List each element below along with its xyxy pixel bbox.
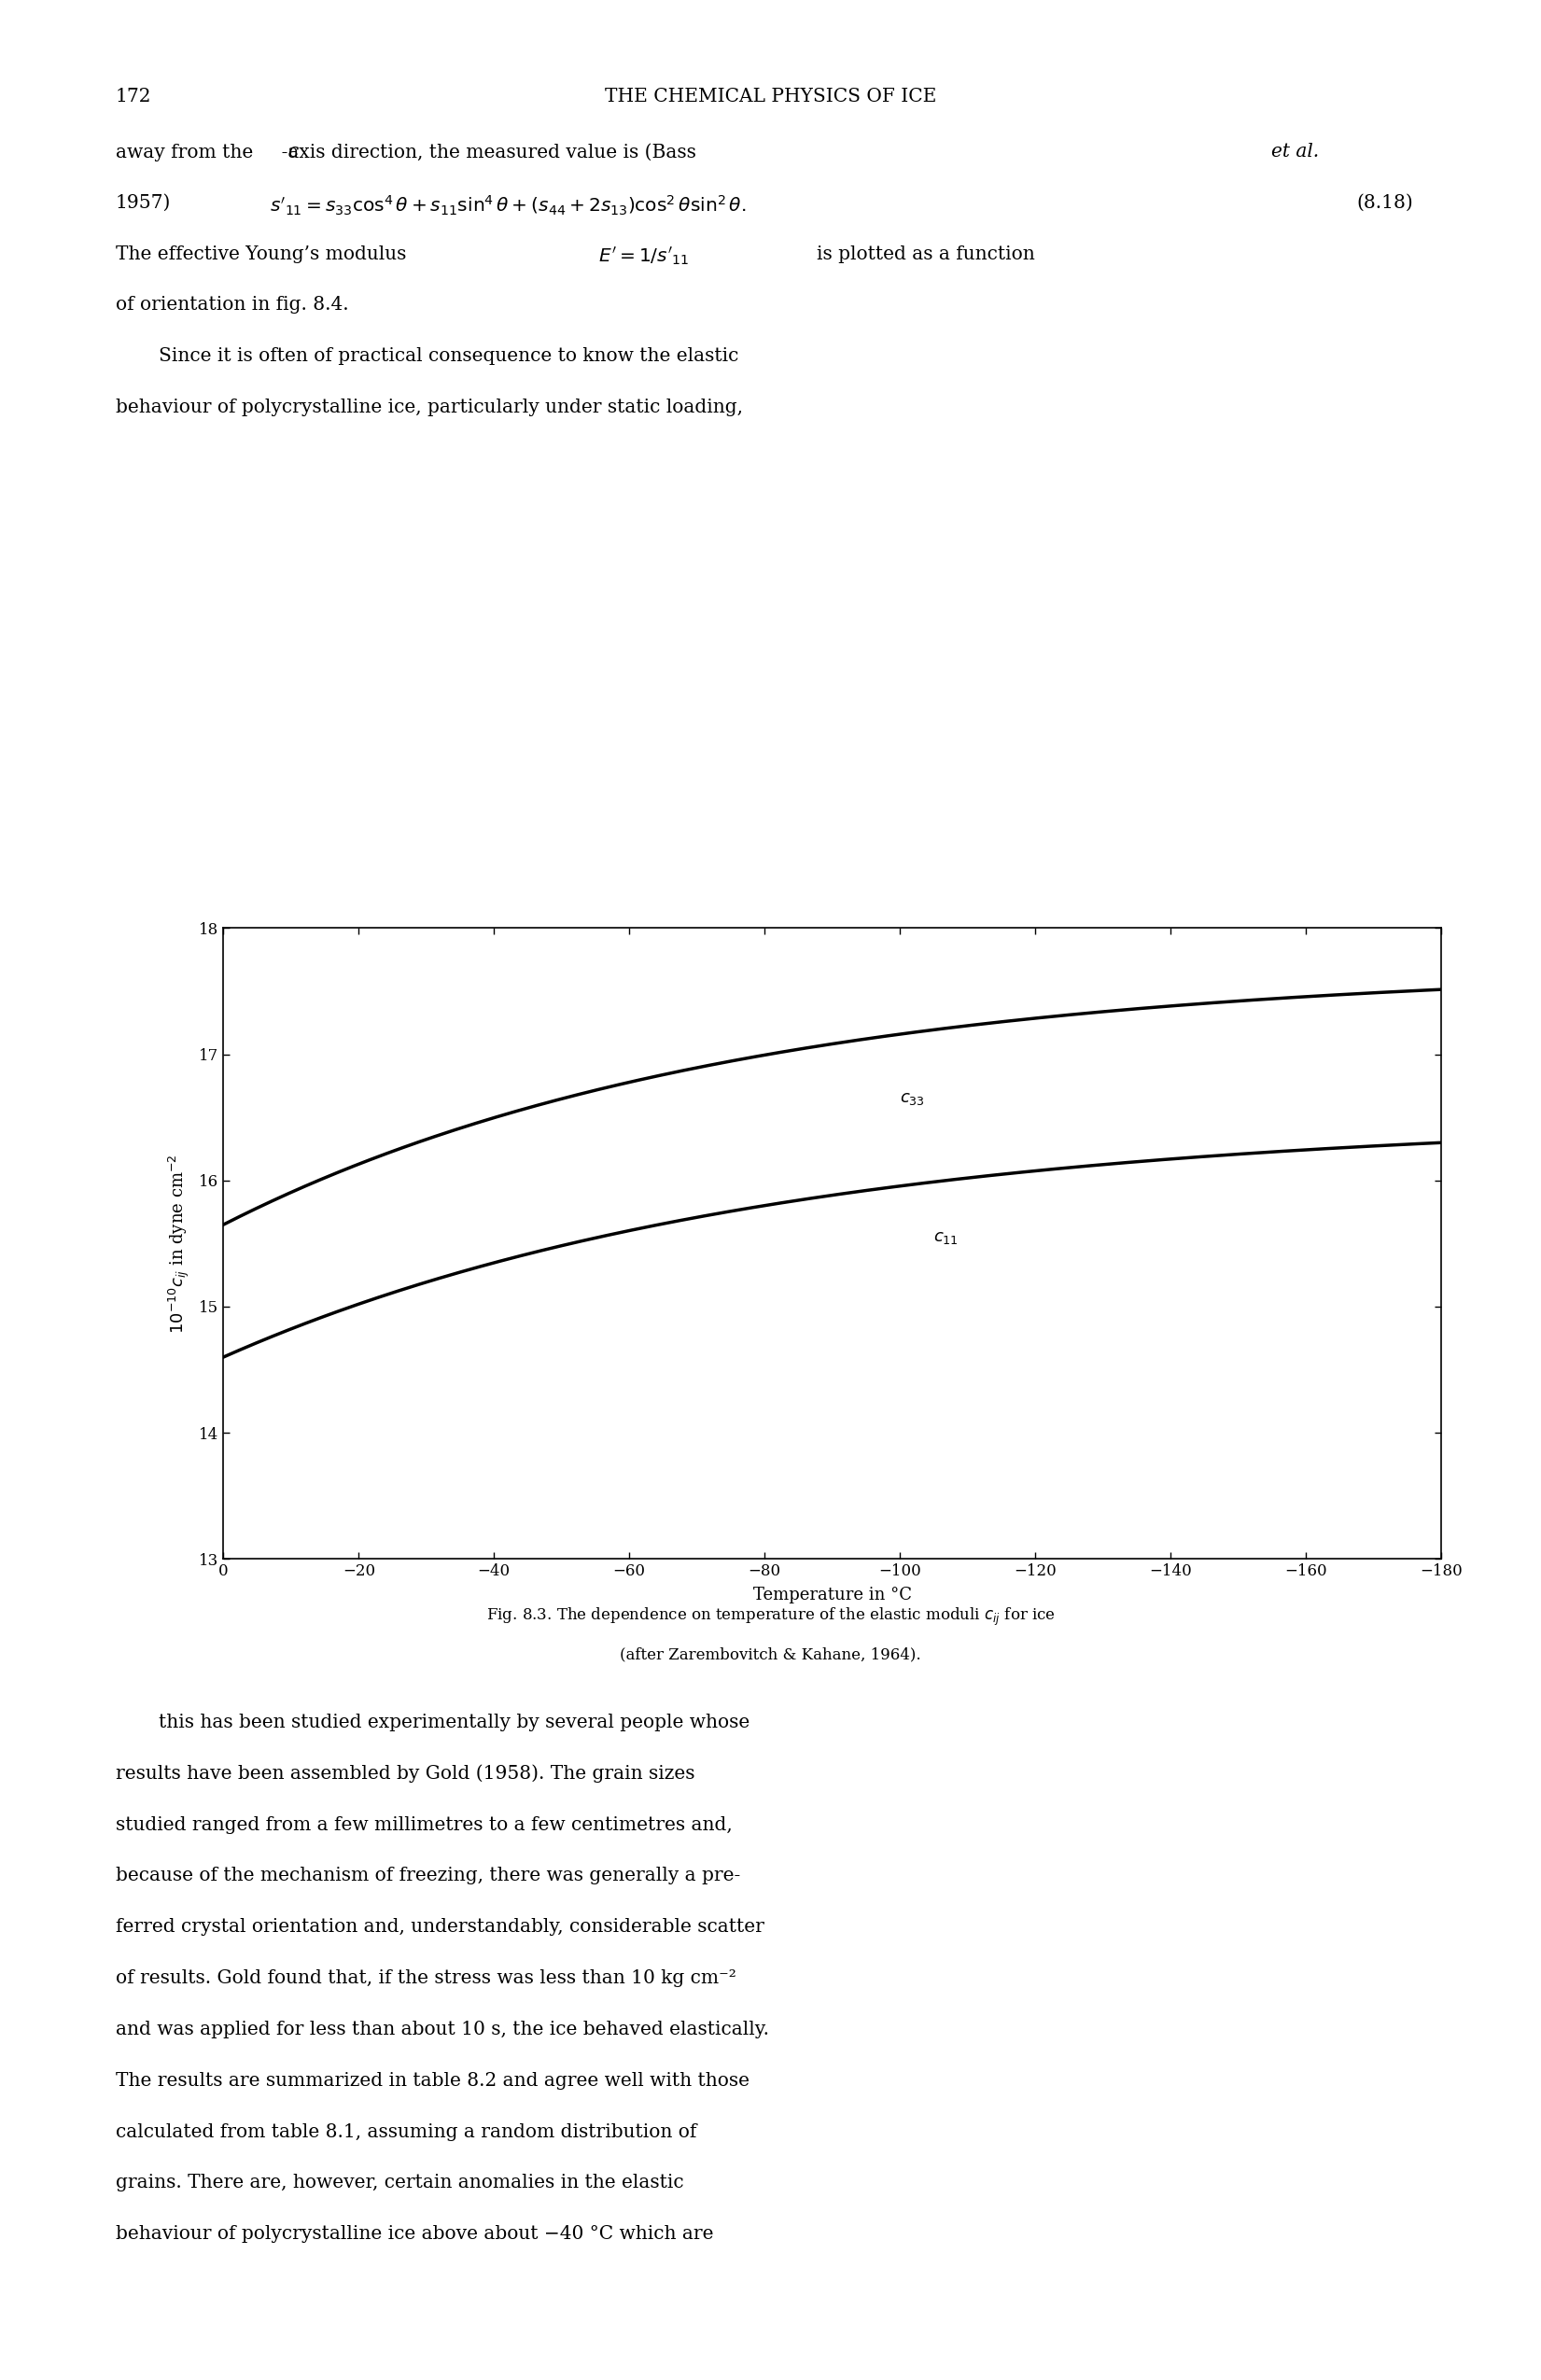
Text: $c_{33}$: $c_{33}$ <box>900 1090 925 1107</box>
Text: (8.18): (8.18) <box>1356 195 1413 212</box>
Text: behaviour of polycrystalline ice above about −40 °C which are: behaviour of polycrystalline ice above a… <box>116 2225 713 2242</box>
Text: c: c <box>287 143 297 159</box>
Text: behaviour of polycrystalline ice, particularly under static loading,: behaviour of polycrystalline ice, partic… <box>116 397 743 416</box>
Text: $s'_{11} = s_{33}\cos^4\theta + s_{11}\sin^4\theta + (s_{44} + 2s_{13})\cos^2\th: $s'_{11} = s_{33}\cos^4\theta + s_{11}\s… <box>270 195 746 217</box>
Text: The effective Young’s modulus: The effective Young’s modulus <box>116 245 407 262</box>
Text: of orientation in fig. 8.4.: of orientation in fig. 8.4. <box>116 298 348 314</box>
Text: this has been studied experimentally by several people whose: this has been studied experimentally by … <box>159 1714 750 1730</box>
Text: 1957): 1957) <box>116 195 171 212</box>
Text: away from the       -axis direction, the measured value is (Bass: away from the -axis direction, the measu… <box>116 143 697 162</box>
Text: $c_{11}$: $c_{11}$ <box>934 1228 959 1245</box>
Text: results have been assembled by Gold (1958). The grain sizes: results have been assembled by Gold (195… <box>116 1766 695 1783</box>
Text: The results are summarized in table 8.2 and agree well with those: The results are summarized in table 8.2 … <box>116 2071 749 2090</box>
Text: THE CHEMICAL PHYSICS OF ICE: THE CHEMICAL PHYSICS OF ICE <box>604 88 937 105</box>
Text: et al.: et al. <box>1271 143 1319 159</box>
Text: calculated from table 8.1, assuming a random distribution of: calculated from table 8.1, assuming a ra… <box>116 2123 697 2140</box>
Text: because of the mechanism of freezing, there was generally a pre-: because of the mechanism of freezing, th… <box>116 1866 740 1885</box>
Text: 172: 172 <box>116 88 151 105</box>
Text: $E' = 1/s'_{11}$: $E' = 1/s'_{11}$ <box>598 245 689 267</box>
Text: ferred crystal orientation and, understandably, considerable scatter: ferred crystal orientation and, understa… <box>116 1918 764 1935</box>
Text: Since it is often of practical consequence to know the elastic: Since it is often of practical consequen… <box>159 347 738 364</box>
Text: and was applied for less than about 10 s, the ice behaved elastically.: and was applied for less than about 10 s… <box>116 2021 769 2037</box>
Text: Fig. 8.3. The dependence on temperature of the elastic moduli $c_{ij}$ for ice: Fig. 8.3. The dependence on temperature … <box>485 1606 1056 1628</box>
Text: studied ranged from a few millimetres to a few centimetres and,: studied ranged from a few millimetres to… <box>116 1816 732 1833</box>
Text: is plotted as a function: is plotted as a function <box>817 245 1036 262</box>
Text: of results. Gold found that, if the stress was less than 10 kg cm⁻²: of results. Gold found that, if the stre… <box>116 1971 737 1987</box>
Y-axis label: $10^{-10}c_{ij}$ in dyne cm$^{-2}$: $10^{-10}c_{ij}$ in dyne cm$^{-2}$ <box>166 1154 191 1333</box>
Text: (after Zarembovitch & Kahane, 1964).: (after Zarembovitch & Kahane, 1964). <box>619 1647 922 1664</box>
X-axis label: Temperature in °C: Temperature in °C <box>754 1587 911 1604</box>
Text: grains. There are, however, certain anomalies in the elastic: grains. There are, however, certain anom… <box>116 2175 684 2192</box>
